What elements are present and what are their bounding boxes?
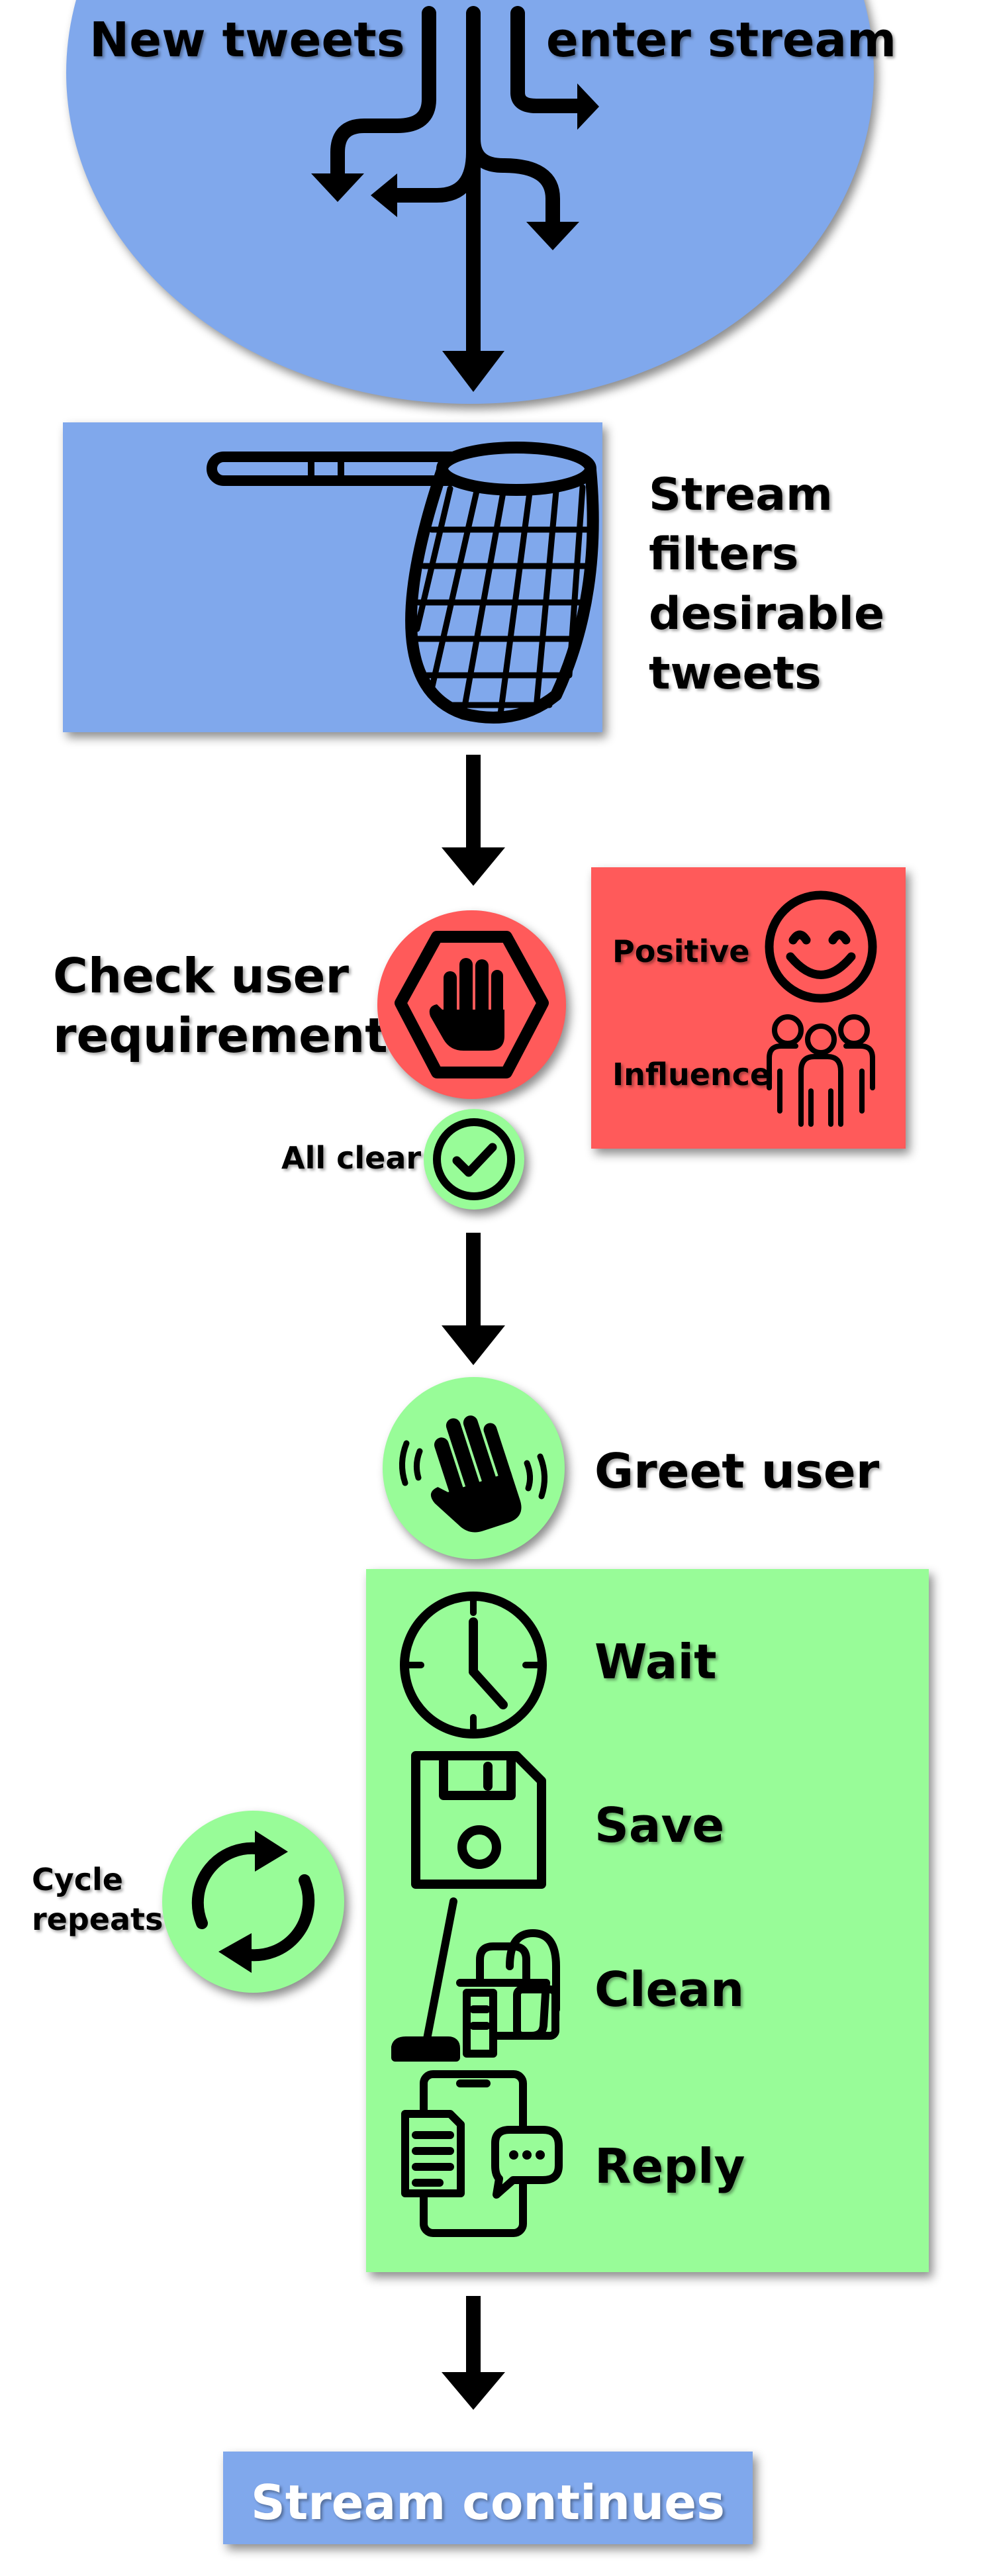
butterfly-net-icon <box>207 442 599 724</box>
filter-label-line-4: tweets <box>649 647 822 700</box>
filter-label-line-3: desirable <box>649 588 885 640</box>
refresh-cycle-icon <box>191 1831 315 1973</box>
clock-icon <box>400 1592 547 1739</box>
stop-hand-icon <box>395 931 549 1078</box>
check-icon <box>433 1118 515 1200</box>
stream-continues-label: Stream continues <box>251 2475 725 2530</box>
floppy-disk-icon <box>411 1751 546 1889</box>
flow-arrow <box>442 755 505 886</box>
cycle-label-line-2: repeats <box>32 1901 164 1937</box>
flow-arrow <box>442 1233 505 1365</box>
requirements-box <box>591 867 906 1149</box>
new-tweets-label: New tweets <box>89 12 405 68</box>
enter-stream-label: enter stream <box>546 12 897 68</box>
check-label-line-1: Check user <box>53 948 350 1004</box>
greet-label: Greet user <box>594 1443 880 1499</box>
filter-label-line-2: filters <box>649 528 799 581</box>
group-icon <box>767 1014 875 1127</box>
branching-arrows-icon <box>311 6 599 392</box>
waving-hand-icon <box>399 1415 547 1533</box>
cleaning-tools-icon <box>391 1897 560 2062</box>
all-clear-label: All clear <box>281 1140 422 1176</box>
requirement-positive-label: Positive <box>612 933 750 969</box>
stream-continues-box <box>223 2452 753 2544</box>
step-reply-label: Reply <box>594 2138 745 2194</box>
smiley-icon <box>765 890 877 1003</box>
phone-chat-icon <box>401 2070 563 2237</box>
flow-arrow <box>442 2296 505 2410</box>
check-label-line-2: requirements <box>53 1008 416 1063</box>
step-wait-label: Wait <box>594 1634 717 1690</box>
step-save-label: Save <box>594 1797 725 1853</box>
requirement-influence-label: Influence <box>612 1057 771 1092</box>
filter-label-line-1: Stream <box>649 469 833 521</box>
cycle-label-line-1: Cycle <box>32 1862 123 1897</box>
step-clean-label: Clean <box>594 1962 745 2017</box>
